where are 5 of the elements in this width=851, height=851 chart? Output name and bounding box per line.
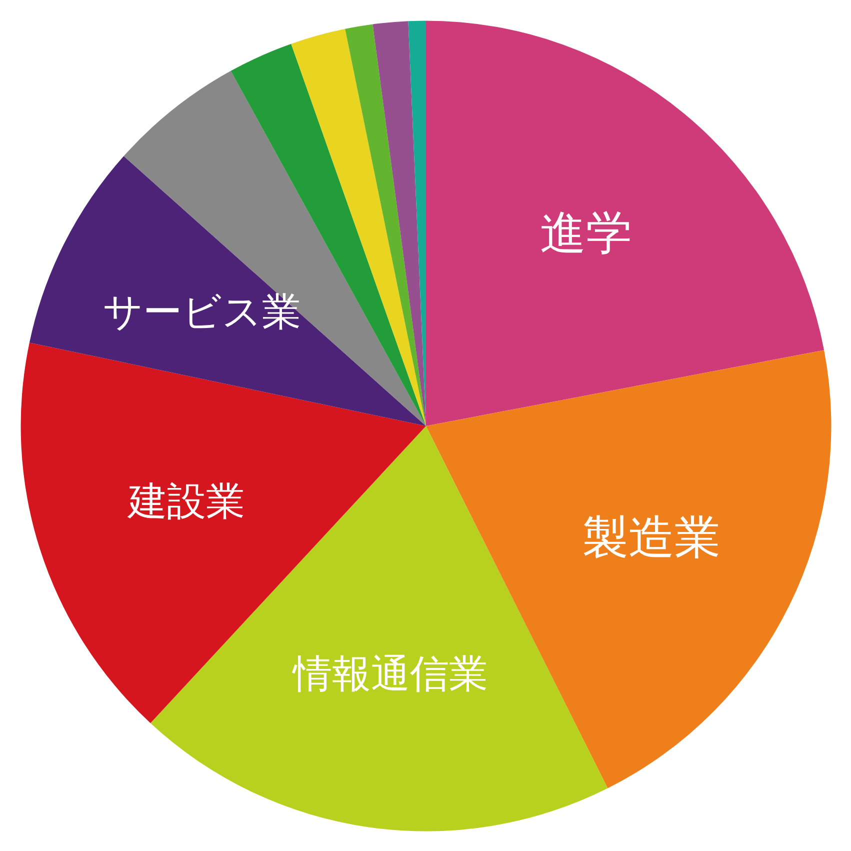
slice-label: 建設業: [127, 480, 246, 525]
slice-label: 情報通信業: [292, 652, 488, 698]
slice-label: 製造業: [582, 510, 720, 564]
slice-label: 進学: [540, 205, 632, 260]
slice-label: サービス業: [102, 290, 301, 336]
